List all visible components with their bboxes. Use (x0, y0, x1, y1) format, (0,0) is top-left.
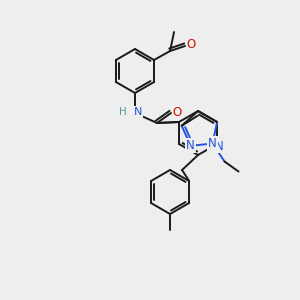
Text: N: N (215, 140, 224, 152)
Text: N: N (186, 139, 195, 152)
Text: O: O (186, 38, 196, 52)
Text: N: N (134, 107, 142, 117)
Text: H: H (119, 107, 127, 117)
Text: N: N (208, 137, 217, 150)
Text: O: O (172, 106, 182, 118)
